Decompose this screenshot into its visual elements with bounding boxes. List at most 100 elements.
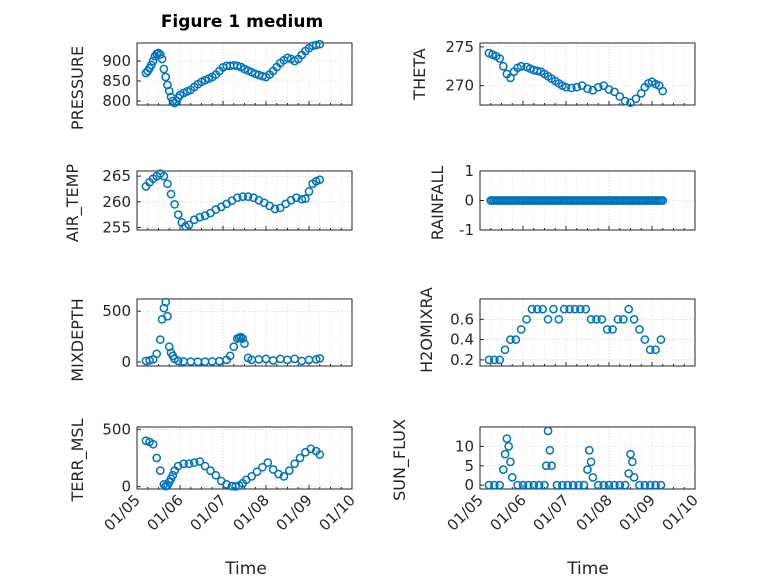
sun_flux-data-point: [529, 480, 539, 490]
air_temp-data-point: [232, 193, 242, 203]
h2omixra-data-point: [635, 325, 644, 334]
sun_flux-data-point: [534, 480, 544, 490]
mixdepth-data-point: [240, 339, 249, 349]
air_temp-data-point: [170, 200, 179, 209]
pressure-series: [141, 39, 325, 108]
h2omixra-data-point: [613, 314, 623, 324]
terr_msl-data-point: [306, 444, 316, 454]
terr_msl-data-point: [211, 470, 221, 480]
pressure-axes: 800 850 900: [102, 39, 353, 110]
h2omixra-data-point: [522, 314, 531, 324]
pressure-data-point: [148, 56, 158, 66]
terr_msl-data-point: [152, 453, 162, 463]
mixdepth-data-point: [311, 355, 321, 364]
air_temp-data-point: [270, 204, 280, 214]
air_temp-y-tick-label: 265: [102, 167, 131, 185]
h2omixra-data-point: [592, 314, 601, 324]
air_temp-data-point: [301, 194, 310, 204]
sun_flux-series: [484, 426, 666, 490]
mixdepth-data-point: [145, 356, 154, 365]
terr_msl-data-point: [252, 467, 262, 477]
h2omixra-data-point: [651, 345, 660, 355]
theta-axes-border: [479, 42, 696, 106]
sun_flux-data-point: [586, 457, 596, 467]
h2omixra-data-point: [586, 314, 596, 324]
terr_msl-data-point: [173, 461, 183, 471]
theta-data-point: [516, 61, 526, 71]
terr_msl-data-point: [279, 472, 289, 481]
sun_flux-y-tick-label: 10: [455, 437, 474, 455]
mixdepth-data-point: [229, 342, 239, 352]
terr_msl-data-point: [247, 472, 257, 481]
sun_flux-data-point: [558, 480, 567, 490]
h2omixra-axes-border: [479, 298, 696, 367]
terr_msl-data-point: [179, 459, 188, 469]
terr_msl-data-point: [315, 450, 325, 459]
air_temp-data-point: [297, 194, 307, 204]
h2omixra-series: [484, 304, 666, 365]
sun_flux-data-point: [552, 480, 562, 490]
h2omixra-data-point: [489, 355, 499, 365]
sun_flux-data-point: [489, 480, 499, 490]
rainfall-data-point: [658, 196, 668, 205]
terr-msl-ylabel: TERR_MSL: [68, 418, 88, 502]
theta-data-point: [506, 73, 515, 83]
air_temp-data-point: [243, 192, 253, 201]
air_temp-axes: 255 260 265: [102, 167, 353, 236]
mixdepth-y-tick-label: 0: [121, 353, 131, 371]
pressure-ylabel: PRESSURE: [68, 46, 87, 130]
h2omixra-data-point: [559, 304, 569, 314]
sun_flux-data-point: [584, 445, 594, 455]
air_temp-data-point: [184, 220, 194, 230]
mixdepth-ylabel: MIXDEPTH: [68, 298, 87, 381]
terr_msl-series: [141, 436, 325, 491]
theta-data-point: [498, 61, 508, 71]
terr_msl-data-point: [274, 469, 283, 479]
h2omixra-data-point: [506, 335, 515, 344]
pressure-data-point: [163, 80, 172, 90]
h2omixra-data-point: [516, 325, 526, 334]
theta-data-point: [583, 84, 592, 94]
sun_flux-data-point: [651, 480, 660, 490]
air_temp-data-point: [173, 210, 183, 219]
terr_msl-data-point: [263, 458, 273, 467]
rainfall-subplot: -1 0 1 RAINFALL: [428, 162, 696, 240]
h2omixra-data-point: [549, 304, 558, 314]
h2omixra-axes: 0.2 0.4 0.6: [450, 298, 696, 369]
theta-y-tick-label: 270: [445, 77, 474, 95]
sun_flux-data-point: [620, 480, 630, 490]
sun_flux-data-point: [599, 480, 608, 490]
sun_flux-data-point: [640, 480, 650, 490]
terr_msl-data-point: [189, 458, 199, 467]
terr_msl-data-point: [200, 461, 210, 471]
air_temp-data-point: [166, 189, 176, 199]
sun_flux-data-point: [540, 480, 549, 490]
mixdepth-series: [141, 297, 325, 367]
pressure-data-point: [315, 39, 325, 49]
h2omixra-data-point: [543, 314, 553, 324]
sun_flux-data-point: [502, 434, 512, 443]
theta-data-point: [631, 94, 641, 104]
theta-data-point: [567, 83, 576, 93]
sun-flux-ylabel: SUN_FLUX: [390, 419, 410, 501]
mixdepth-subplot: 0 500 MIXDEPTH: [68, 297, 353, 382]
terr_msl-axes-border: [136, 426, 353, 490]
air_temp-data-point: [304, 187, 314, 196]
sun_flux-y-tick-label: 5: [464, 457, 474, 475]
theta-data-point: [604, 85, 614, 94]
air_temp-axes-border: [136, 170, 353, 231]
terr_msl-data-point: [231, 482, 240, 491]
rainfall-y-tick-label: -1: [459, 221, 474, 239]
pressure-axes-border: [136, 42, 353, 106]
air_temp-data-point: [163, 179, 172, 189]
sun_flux-data-point: [498, 465, 508, 474]
air-temp-ylabel: AIR_TEMP: [63, 164, 83, 242]
sun_flux-y-tick-label: 0: [464, 476, 474, 494]
air-temp-subplot: 255 260 265 AIR_TEMP: [63, 164, 353, 242]
sun_flux-data-point: [583, 465, 592, 474]
mixdepth-data-point: [173, 356, 183, 366]
theta-data-point: [593, 82, 603, 92]
pressure-data-point: [146, 60, 156, 70]
air_temp-data-point: [195, 212, 205, 222]
